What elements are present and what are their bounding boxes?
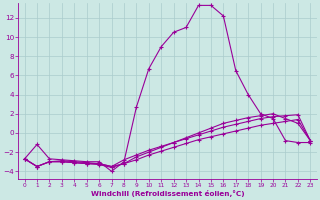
X-axis label: Windchill (Refroidissement éolien,°C): Windchill (Refroidissement éolien,°C) (91, 190, 244, 197)
